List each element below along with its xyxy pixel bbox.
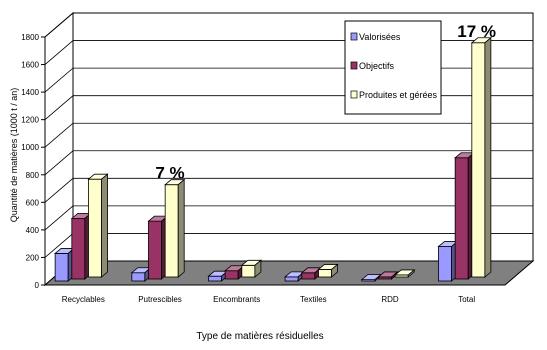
bar-front [88, 178, 102, 278]
y-tick-label: 400 [26, 226, 40, 235]
y-tick-label: 0 [35, 281, 40, 290]
y-tick-label: 600 [26, 198, 40, 207]
y-axis-title: Quantité de matières (1000 t / an) [9, 88, 19, 223]
bar-front [148, 220, 162, 280]
y-tick-label: 1600 [21, 61, 39, 70]
bar-front [438, 246, 452, 282]
gridline [44, 177, 533, 203]
legend-item: Objectifs [350, 61, 395, 71]
bar-total-2 [470, 36, 492, 278]
bar-rdd-2 [394, 269, 416, 278]
bar-side [407, 269, 415, 278]
labels: 0 200 400 600 800 1000 1200 1400 1600 1800 Recycla… [9, 22, 496, 342]
annotation: 17 % [457, 22, 496, 41]
legend-label: Produites et gérées [359, 90, 438, 100]
x-tick-label: Putrescibles [138, 295, 182, 304]
bar-front [54, 253, 69, 282]
y-tick-label: 1800 [21, 33, 39, 42]
legend-box [344, 20, 442, 115]
bar-side [484, 36, 492, 278]
y-tick-label: 1400 [21, 88, 39, 97]
x-tick-label: Total [458, 295, 475, 304]
legend-item: Valorisées [350, 32, 401, 42]
x-tick-label: Recyclables [62, 295, 105, 304]
x-tick-label: RDD [381, 295, 399, 304]
bar-textiles-2 [317, 263, 339, 278]
bar-front [284, 276, 299, 282]
axes [41, 36, 505, 286]
bar-side [331, 263, 338, 278]
gridline [44, 12, 533, 38]
y-tick-label: 1200 [21, 116, 39, 125]
bar-front [164, 184, 179, 278]
bar-front [241, 264, 256, 278]
gridline [44, 150, 533, 176]
bar-putrescibles-1 [147, 215, 169, 280]
bar-total-1 [454, 151, 476, 280]
legend: Valorisées Objectifs Produites et gérées [344, 20, 442, 115]
legend-item: Produites et gérées [350, 90, 438, 100]
bar-recyclables-1 [70, 212, 92, 280]
y-tick-label: 1000 [21, 143, 39, 152]
bar-total-0 [437, 240, 459, 282]
bar-front [301, 272, 316, 280]
legend-swatch [350, 32, 358, 41]
y-tick-label: 800 [26, 171, 40, 180]
bar-front [454, 157, 469, 280]
bar-side [177, 178, 185, 278]
legend-label: Valorisées [359, 32, 401, 42]
y-tick-label: 200 [26, 253, 40, 262]
bar-side [254, 259, 262, 278]
bar-front [471, 42, 486, 278]
bar-front [318, 269, 332, 278]
legend-label: Objectifs [359, 61, 395, 71]
legend-swatch [350, 61, 358, 70]
bar-front [71, 217, 86, 280]
gridline [44, 122, 533, 148]
bar-recyclables-0 [54, 247, 76, 282]
bar-encombrants-2 [240, 259, 262, 278]
bar-front [224, 270, 239, 280]
x-tick-label: Textiles [300, 295, 327, 304]
gridline [44, 205, 533, 231]
annotation: 7 % [155, 164, 184, 183]
bar-rdd-1 [377, 271, 399, 280]
bars [54, 36, 492, 282]
x-axis-title: Type de matières résiduelles [196, 331, 323, 342]
legend-swatch [350, 90, 358, 99]
bar-front [131, 272, 146, 282]
bar-putrescibles-2 [164, 178, 186, 278]
bar-front [208, 275, 222, 282]
bar-recyclables-2 [87, 173, 109, 278]
x-tick-label: Encombrants [213, 295, 260, 304]
side-wall [44, 11, 74, 287]
bar-side [101, 173, 108, 278]
